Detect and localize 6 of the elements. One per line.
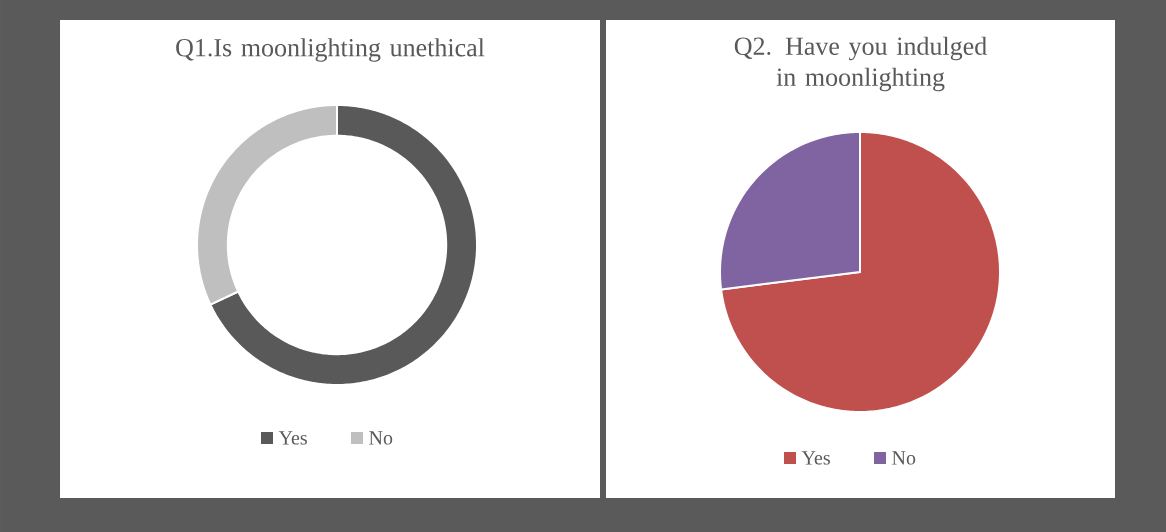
legend-label: No (892, 451, 916, 465)
legend-label: Yes (801, 451, 830, 465)
legend-label: Yes (278, 431, 307, 445)
chart-title: Q1.Is moonlighting unethical (176, 38, 485, 62)
legend-label: No (369, 431, 393, 445)
chart-title: Q2. Have you indulged in moonlighting (734, 36, 987, 92)
